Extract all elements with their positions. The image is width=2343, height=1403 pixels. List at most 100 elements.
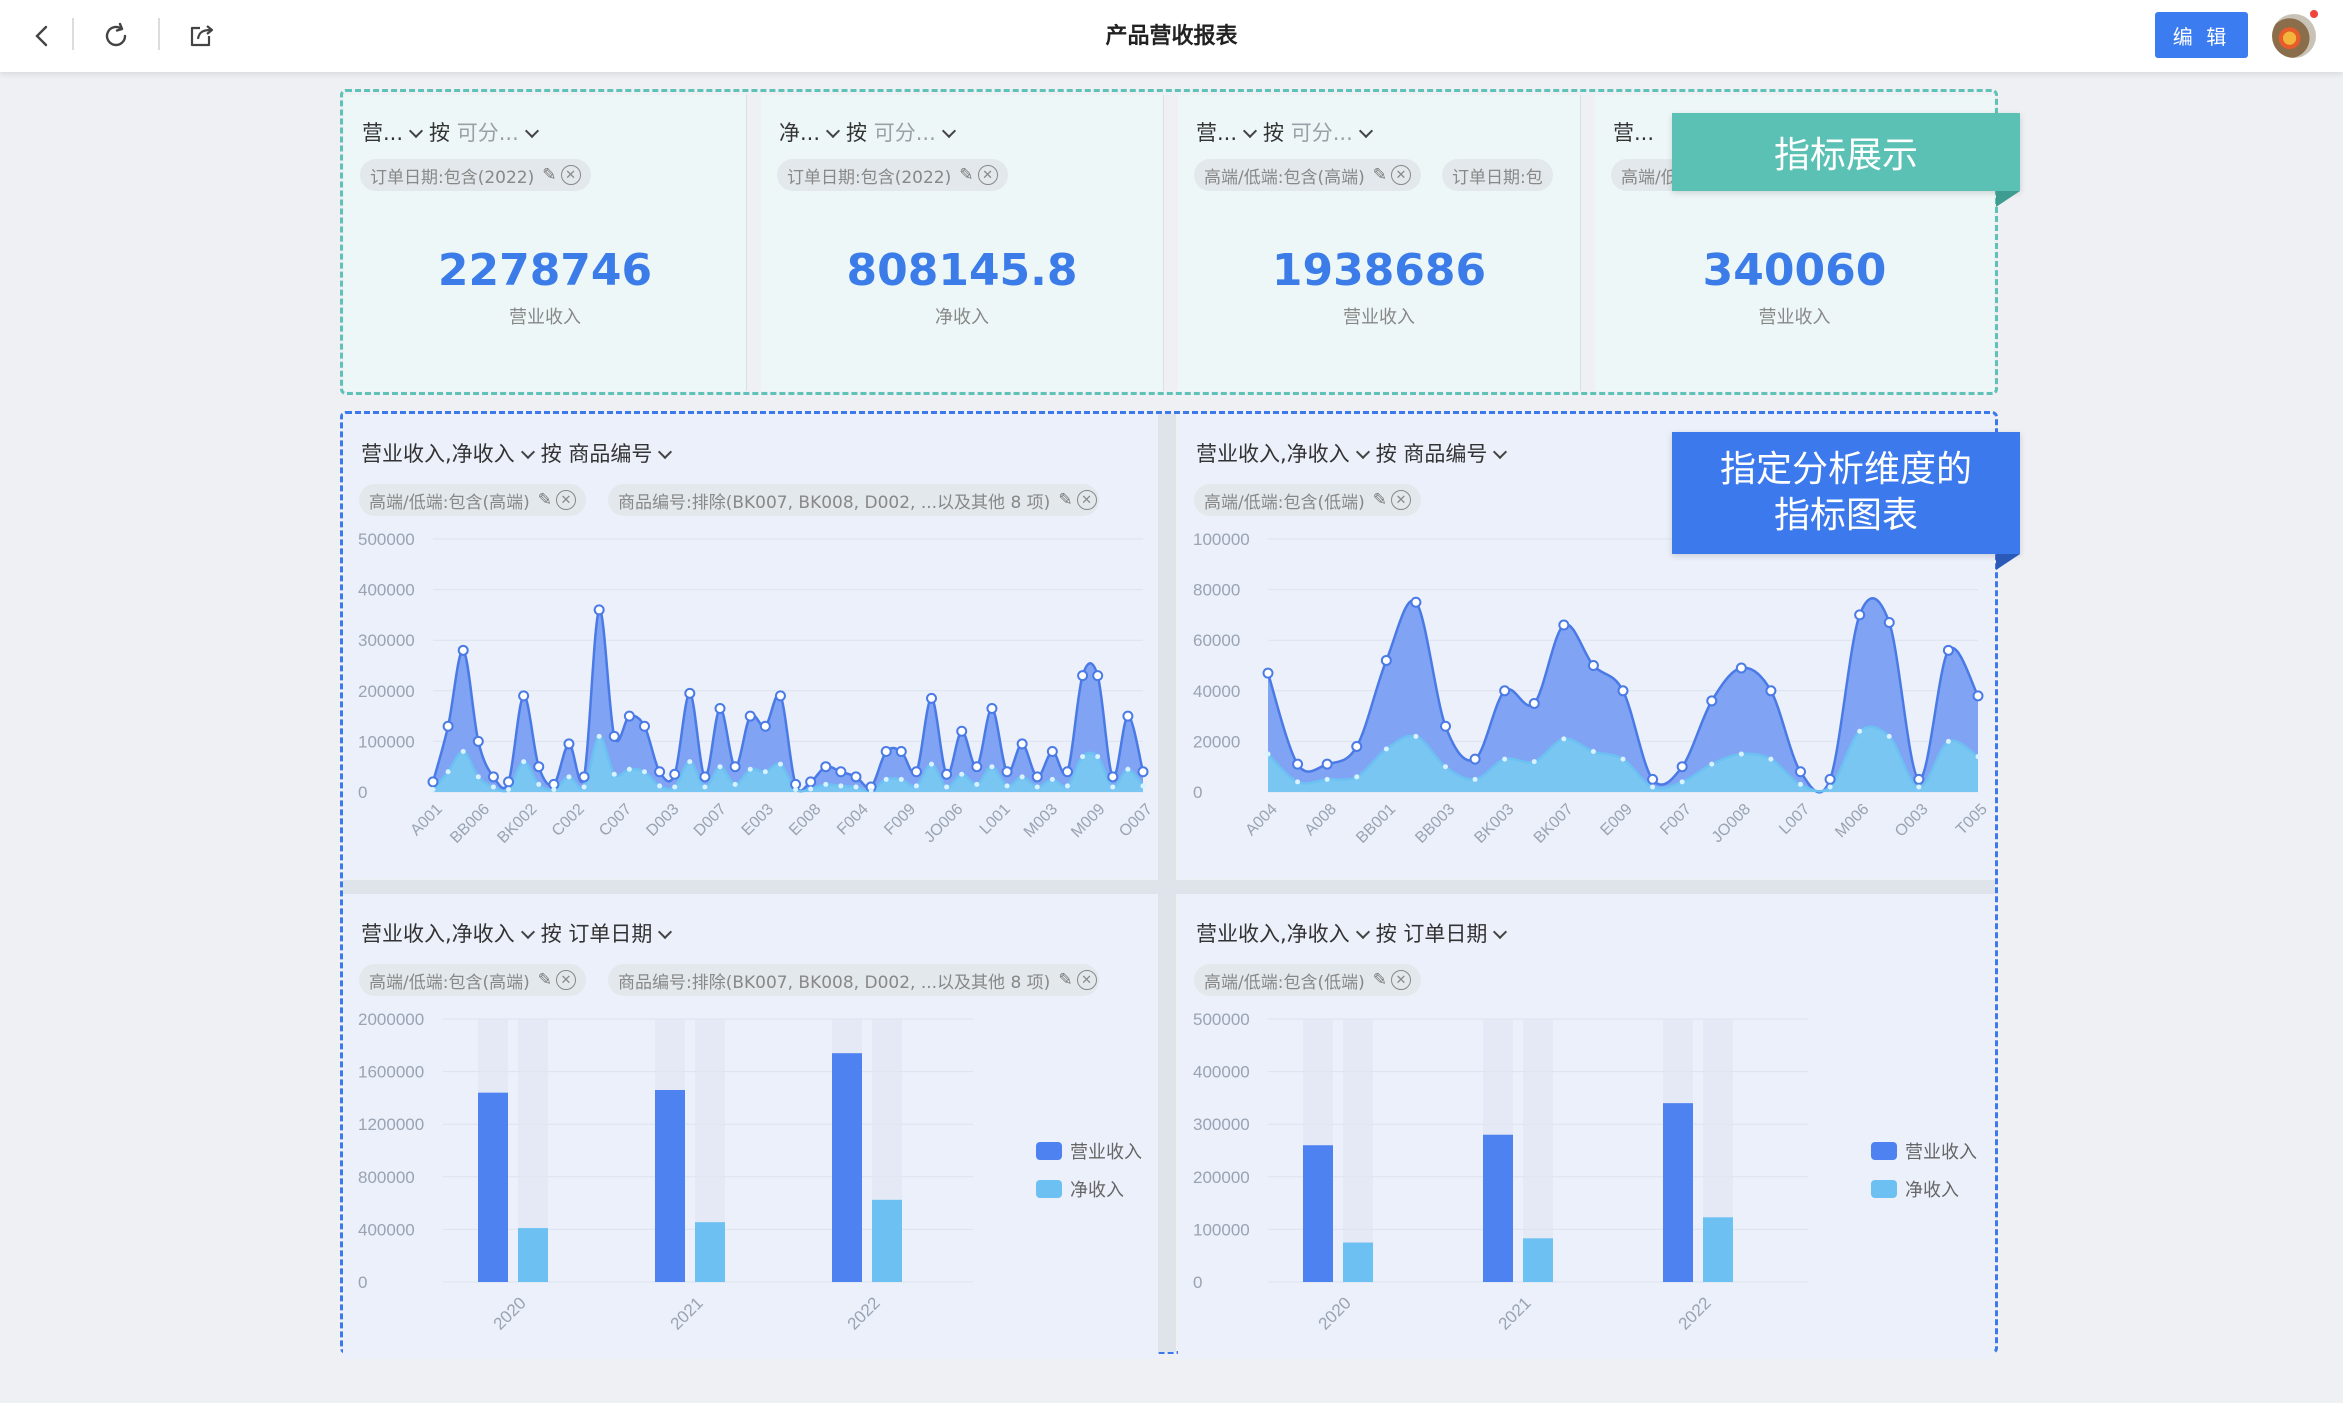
filter-chip[interactable]: 高端/低端:包含(低端) ✎ ✕ [1194,484,1421,516]
legend-swatch [1036,1142,1062,1160]
data-point [850,771,862,783]
filter-chip[interactable]: 商品编号:排除(BK007, BK008, D002, ...以及其他 8 项)… [608,964,1099,996]
dimension-selector[interactable]: 订单日期 [1403,922,1488,946]
data-point [566,774,572,780]
pencil-icon[interactable]: ✎ [537,970,552,990]
pencil-icon[interactable]: ✎ [1372,165,1387,185]
data-point [1107,771,1119,783]
data-point [1080,754,1086,760]
close-icon[interactable]: ✕ [1076,490,1097,510]
area-revenue [433,609,1143,792]
close-icon[interactable]: ✕ [1390,165,1411,185]
chart-header[interactable]: 营业收入,净收入 按 订单日期 [1196,918,1513,948]
metric-selector[interactable]: 营业收入,净收入 [361,922,515,946]
close-icon[interactable]: ✕ [555,970,576,990]
chevron-down-icon[interactable] [825,123,841,139]
close-icon[interactable]: ✕ [1390,970,1411,990]
kpi-value: 2278746 [437,245,653,296]
pencil-icon[interactable]: ✎ [1058,970,1073,990]
chart-card[interactable]: 营业收入,净收入 按 订单日期 高端/低端:包含(低端) ✎ ✕ 0 100000 200… [1178,894,1993,1359]
chevron-down-icon[interactable] [408,123,424,139]
close-icon[interactable]: ✕ [1076,970,1097,990]
filter-chip-label: 订单日期:包含(2022) [370,167,535,188]
filter-chip[interactable]: 高端/低端:包含(高端) ✎ ✕ [359,484,586,516]
pencil-icon[interactable]: ✎ [537,490,552,510]
x-tick-label: D003 [643,801,682,840]
kpi-card-header[interactable]: 营... 按 可分... [1196,117,1379,147]
pencil-icon[interactable]: ✎ [1372,970,1387,990]
kpi-label: 营业收入 [1758,307,1831,328]
legend-swatch [1036,1180,1062,1198]
filter-chip[interactable]: 高端/低端:包含(高端) ✎ ✕ [359,964,586,996]
data-point [774,690,786,702]
refresh-icon[interactable] [100,20,132,52]
back-icon[interactable] [26,20,58,52]
metric-selector[interactable]: 营... [362,121,404,145]
by-label: 按 [540,442,562,466]
data-point [744,710,756,722]
close-icon[interactable]: ✕ [1390,490,1411,510]
callout-tail [1996,554,2020,570]
x-tick-label: T005 [1953,801,1991,839]
metric-selector[interactable]: 营... [1196,121,1238,145]
chevron-down-icon[interactable] [524,123,539,139]
filter-chip-label: 高端/低端:包含(低端) [1204,972,1365,993]
y-tick-label: 1200000 [358,1115,424,1134]
filter-chip[interactable]: 订单日期:包 [1442,159,1553,191]
dimension-selector[interactable]: 商品编号 [568,442,653,466]
metric-selector[interactable]: 营... [1613,121,1655,145]
chart-header[interactable]: 营业收入,净收入 按 商品编号 [361,438,678,468]
metric-selector[interactable]: 净... [779,121,821,145]
x-tick-label: C002 [549,801,588,840]
filter-chip[interactable]: 商品编号:排除(BK007, BK008, D002, ...以及其他 8 项)… [608,484,1099,516]
chart-card[interactable]: 营业收入,净收入 按 商品编号 高端/低端:包含(低端) ✎ ✕ 0 20000 4000… [1178,414,1993,879]
x-tick-label: D007 [691,801,730,840]
chart-header[interactable]: 营业收入,净收入 按 订单日期 [361,918,678,948]
close-icon[interactable]: ✕ [560,165,581,185]
chevron-down-icon[interactable] [1242,123,1258,139]
kpi-card[interactable]: 营... 按 可分... 高端/低端:包含(高端) ✎ ✕ 订单日期:包 193868… [1178,95,1581,391]
chevron-down-icon[interactable] [1358,123,1373,139]
x-tick-label: M006 [1832,801,1872,841]
y-tick-label: 800000 [358,1168,415,1187]
data-point [623,710,635,722]
data-point [1140,783,1146,789]
chart-header[interactable]: 营业收入,净收入 按 商品编号 [1196,438,1513,468]
close-icon[interactable]: ✕ [555,490,576,510]
dimension-selector[interactable]: 可分... [456,121,519,145]
bar-background [1523,1019,1553,1282]
pencil-icon[interactable]: ✎ [959,165,974,185]
kpi-card[interactable]: 净... 按 可分... 订单日期:包含(2022) ✎ ✕ 808145.8 净收入 [761,95,1164,391]
kpi-section-outline [340,89,1998,395]
kpi-card-header[interactable]: 营... [1613,117,1654,147]
notification-dot [2310,10,2318,18]
dimension-selector[interactable]: 商品编号 [1403,442,1488,466]
pencil-icon[interactable]: ✎ [542,165,557,185]
metric-selector[interactable]: 营业收入,净收入 [361,442,515,466]
chart-section-outline [340,411,1998,1354]
edit-button[interactable]: 编 辑 [2155,12,2248,58]
data-point [835,766,847,778]
dimension-selector[interactable]: 可分... [873,121,936,145]
kpi-card-header[interactable]: 营... 按 可分... [362,117,545,147]
legend-label: 营业收入 [1905,1142,1977,1162]
chevron-down-icon[interactable] [941,123,956,139]
chart-card[interactable]: 营业收入,净收入 按 商品编号 高端/低端:包含(高端) ✎ ✕ 商品编号:排除(BK… [343,414,1158,879]
share-icon[interactable] [186,20,218,52]
kpi-card-header[interactable]: 净... 按 可分... [779,117,962,147]
dimension-selector[interactable]: 订单日期 [568,922,653,946]
metric-selector[interactable]: 营业收入,净收入 [1196,922,1350,946]
metric-selector[interactable]: 营业收入,净收入 [1196,442,1350,466]
kpi-card[interactable]: 营... 按 可分... 订单日期:包含(2022) ✎ ✕ 2278746 营业收入 [344,95,747,391]
dimension-selector[interactable]: 可分... [1290,121,1353,145]
filter-chip[interactable]: 订单日期:包含(2022) ✎ ✕ [777,159,1008,191]
filter-chip[interactable]: 高端/低端:包含(低端) ✎ ✕ [1194,964,1421,996]
avatar[interactable] [2272,14,2316,58]
pencil-icon[interactable]: ✎ [1372,490,1387,510]
chart-card[interactable]: 营业收入,净收入按 订单日期 高端/低端:包含(高端) ✎ ✕ 商品编号:排除(BK… [343,894,1158,1359]
pencil-icon[interactable]: ✎ [1058,490,1073,510]
data-point [1295,779,1301,785]
close-icon[interactable]: ✕ [977,165,998,185]
filter-chip[interactable]: 高端/低端:包含(高端) ✎ ✕ [1194,159,1421,191]
filter-chip[interactable]: 订单日期:包含(2022) ✎ ✕ [360,159,591,191]
